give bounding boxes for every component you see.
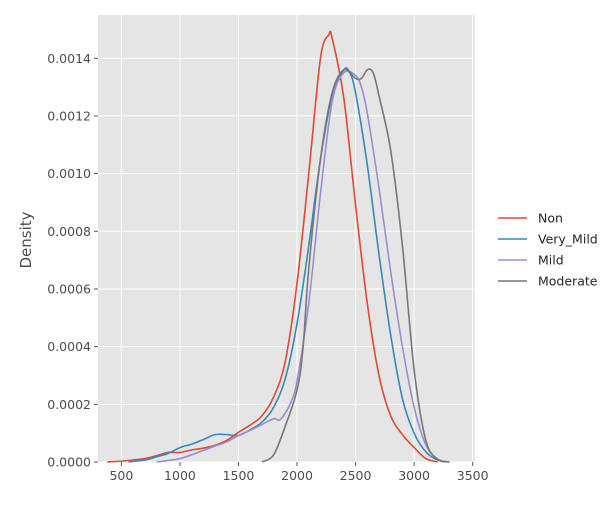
series-lines: [107, 30, 450, 463]
y-tick-label: 0.0008: [47, 224, 91, 239]
y-tick-label: 0.0012: [47, 108, 91, 123]
x-tick-label: 2000: [281, 468, 313, 483]
series-line-moderate: [261, 68, 450, 463]
plot-background: [98, 15, 475, 462]
x-axis-ticks: 500 1000 1500 2000 2500 3000 3500: [109, 462, 489, 483]
x-tick-label: 3500: [457, 468, 489, 483]
series-line-very-mild: [128, 67, 450, 463]
grid: [98, 15, 475, 463]
x-tick-label: 2500: [340, 468, 372, 483]
y-tick-label: 0.0006: [47, 281, 91, 296]
y-tick-label: 0.0002: [47, 397, 91, 412]
y-axis-ticks: 0.0000 0.0002 0.0004 0.0006 0.0008 0.0010 0.00…: [47, 51, 98, 470]
y-tick-label: 0.0000: [47, 455, 91, 470]
x-tick-label: 1500: [223, 468, 255, 483]
x-tick-label: 500: [109, 468, 133, 483]
legend-label-non: Non: [538, 211, 563, 226]
x-tick-label: 3000: [398, 468, 430, 483]
legend-label-very-mild: Very_Mild: [538, 232, 598, 247]
x-tick-label: 1000: [164, 468, 196, 483]
y-tick-label: 0.0014: [47, 51, 91, 66]
legend-label-mild: Mild: [538, 253, 564, 268]
series-line-non: [107, 30, 438, 463]
legend-label-moderate: Moderate: [538, 274, 598, 289]
legend: Non Very_Mild Mild Moderate: [498, 211, 598, 289]
y-axis-label: Density: [17, 211, 35, 268]
y-tick-label: 0.0004: [47, 339, 91, 354]
y-tick-label: 0.0010: [47, 166, 91, 181]
